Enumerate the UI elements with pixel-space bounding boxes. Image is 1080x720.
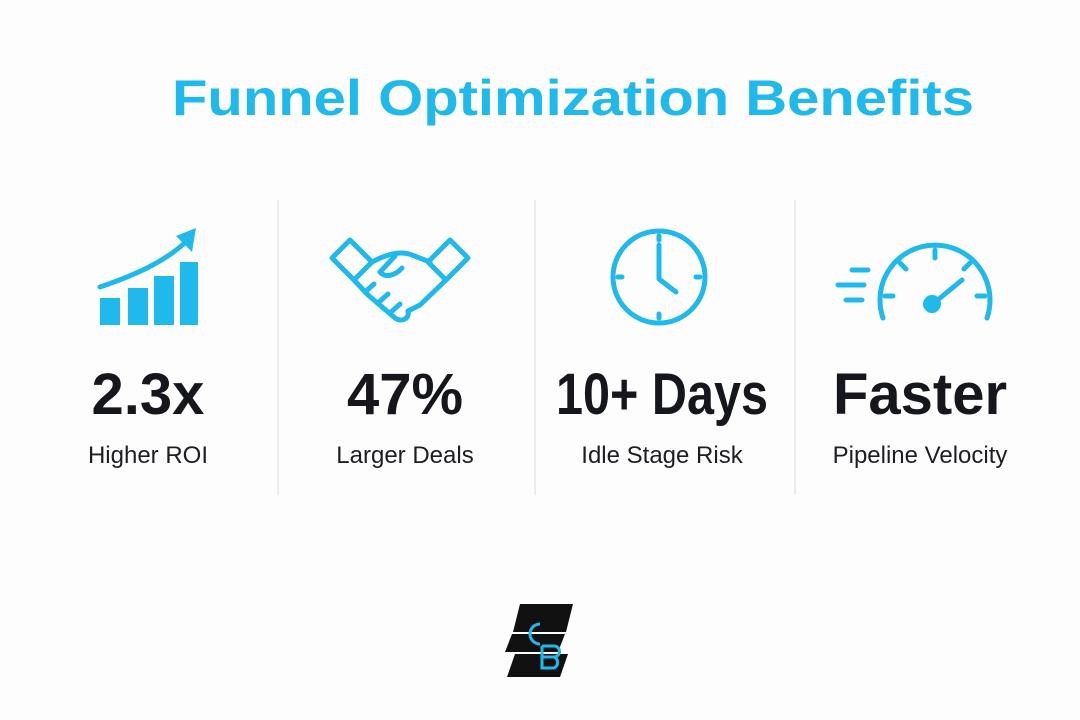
stat-label: Idle Stage Risk bbox=[581, 442, 743, 469]
stat-value: Faster bbox=[833, 362, 1007, 427]
handshake-icon bbox=[329, 237, 471, 323]
stat-label: Larger Deals bbox=[336, 442, 473, 469]
growth-icon bbox=[97, 228, 198, 325]
stat-value: 2.3x bbox=[92, 362, 205, 427]
stat-label: Pipeline Velocity bbox=[833, 442, 1008, 469]
logo bbox=[505, 604, 573, 677]
stat-value: 47% bbox=[347, 362, 463, 427]
stat-label: Higher ROI bbox=[88, 442, 208, 469]
clock-icon bbox=[610, 228, 708, 326]
stat-value: 10+ Days bbox=[556, 362, 768, 427]
speed-icon bbox=[835, 242, 993, 321]
title: Funnel Optimization Benefits bbox=[172, 70, 974, 126]
